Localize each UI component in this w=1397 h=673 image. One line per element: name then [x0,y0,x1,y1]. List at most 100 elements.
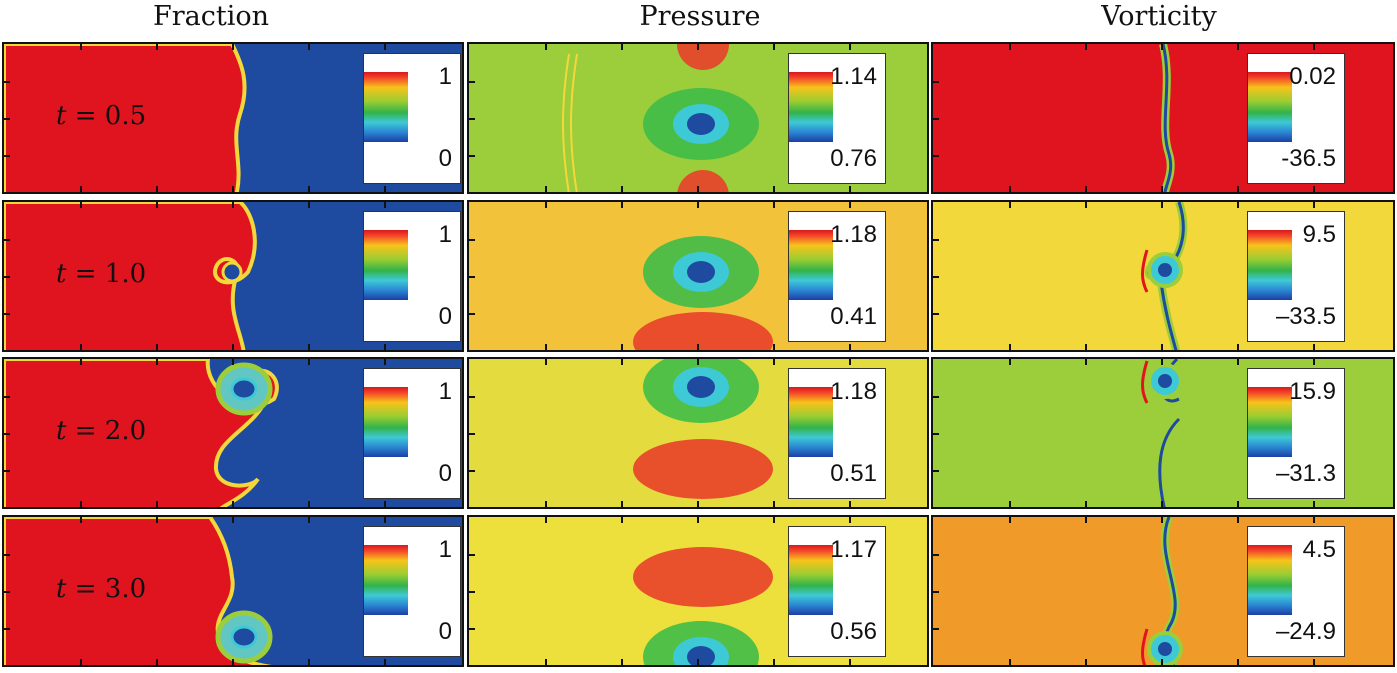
axis-tick [308,186,310,192]
axis-tick [1085,344,1087,350]
axis-tick [156,659,158,665]
axis-tick [849,501,851,507]
axis-tick [545,659,547,665]
axis-tick [469,313,475,315]
axis-tick [1237,344,1239,350]
time-value: 0.5 [104,101,147,131]
axis-tick [80,44,82,50]
axis-tick [4,155,10,157]
time-value: 3.0 [104,574,147,604]
colorbar-gradient [789,72,833,142]
axis-tick [469,239,475,241]
axis-tick [1237,44,1239,50]
axis-tick [545,517,547,523]
panel-vorticity-row-2: 9.5 –33.5 [931,200,1395,352]
fraction-interface [4,202,257,350]
axis-tick [621,501,623,507]
axis-tick [1085,186,1087,192]
axis-tick [621,359,623,365]
axis-tick [697,44,699,50]
vorticity-positive-edge [1141,249,1149,293]
axis-tick [80,186,82,192]
axis-tick [469,433,475,435]
panel-pressure-row-2: 1.18 0.41 [467,200,929,352]
axis-tick [773,186,775,192]
axis-tick [156,186,158,192]
axis-tick [469,591,475,593]
colorbar-gradient [1248,387,1292,457]
vorticity-colorbar: 0.02 -36.5 [1247,53,1345,184]
axis-tick [697,501,699,507]
axis-tick [1237,517,1239,523]
axis-tick [384,517,386,523]
axis-tick [384,501,386,507]
pressure-high-region [633,439,773,499]
axis-tick [697,186,699,192]
axis-tick [621,202,623,208]
axis-tick [232,344,234,350]
axis-tick [621,44,623,50]
axis-tick [4,396,10,398]
vorticity-colorbar: 15.9 –31.3 [1247,368,1345,499]
axis-tick [545,501,547,507]
colorbar-max-value: 1 [438,536,452,563]
colorbar-max-value: 1 [438,221,452,248]
axis-tick [469,118,475,120]
colorbar-gradient [789,545,833,615]
axis-tick [621,186,623,192]
panel-pressure-row-1: 1.14 0.76 [467,42,929,194]
vorticity-vortex-core [1158,263,1172,277]
axis-tick [1237,186,1239,192]
panel-vorticity-row-3: 15.9 –31.3 [931,357,1395,509]
axis-tick [773,517,775,523]
axis-tick [773,344,775,350]
axis-tick [232,359,234,365]
axis-tick [232,659,234,665]
colorbar-gradient [364,230,408,300]
axis-tick [469,396,475,398]
axis-tick [156,501,158,507]
axis-tick [1009,517,1011,523]
axis-tick [469,628,475,630]
axis-tick [469,554,475,556]
axis-tick [849,186,851,192]
axis-tick [1313,517,1315,523]
column-title-pressure: Pressure [639,1,761,32]
vorticity-colorbar: 9.5 –33.5 [1247,211,1345,342]
column-title-fraction: Fraction [153,1,269,32]
axis-tick [697,202,699,208]
axis-tick [1237,501,1239,507]
time-label: t = 3.0 [56,569,186,609]
time-symbol: t [56,416,67,446]
axis-tick [4,628,10,630]
pressure-low-core [687,376,715,398]
axis-tick [1313,501,1315,507]
axis-tick [1085,359,1087,365]
axis-tick [308,517,310,523]
axis-tick [621,659,623,665]
colorbar-gradient [1248,72,1292,142]
axis-tick [308,202,310,208]
axis-tick [1237,659,1239,665]
time-value: 1.0 [104,259,147,289]
axis-tick [933,554,939,556]
axis-tick [1009,186,1011,192]
colorbar-min-value: -36.5 [1281,145,1336,172]
fraction-vortex-core [230,377,258,401]
axis-tick [384,202,386,208]
axis-tick [1237,359,1239,365]
pressure-colorbar: 1.17 0.56 [788,526,886,657]
fraction-interface [4,44,247,192]
equals-sign: = [66,259,105,289]
axis-tick [1085,44,1087,50]
axis-tick [933,628,939,630]
axis-tick [384,359,386,365]
axis-tick [1161,344,1163,350]
axis-tick [849,517,851,523]
axis-tick [1313,202,1315,208]
